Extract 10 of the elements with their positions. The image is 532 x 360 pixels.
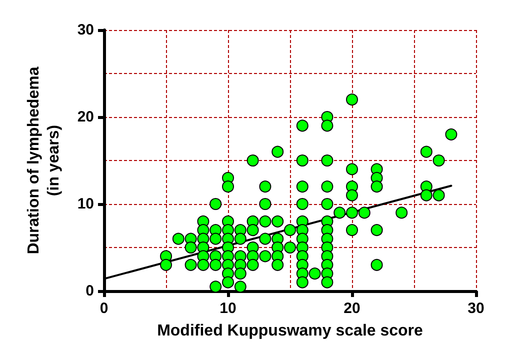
x-axis-title: Modified Kuppuswamy scale score (157, 322, 424, 340)
x-tick-label: 10 (220, 300, 236, 317)
y-tick-label: 30 (77, 22, 94, 38)
y-tick-label: 20 (77, 108, 94, 126)
x-tick-label: 0 (100, 300, 108, 317)
x-tick-label: 20 (344, 300, 360, 317)
x-tick-label: 30 (468, 300, 484, 317)
y-tick-label: 0 (86, 282, 94, 300)
y-axis-title: Duration of lymphedema (in years) (26, 66, 62, 254)
y-tick-label: 10 (77, 196, 94, 212)
